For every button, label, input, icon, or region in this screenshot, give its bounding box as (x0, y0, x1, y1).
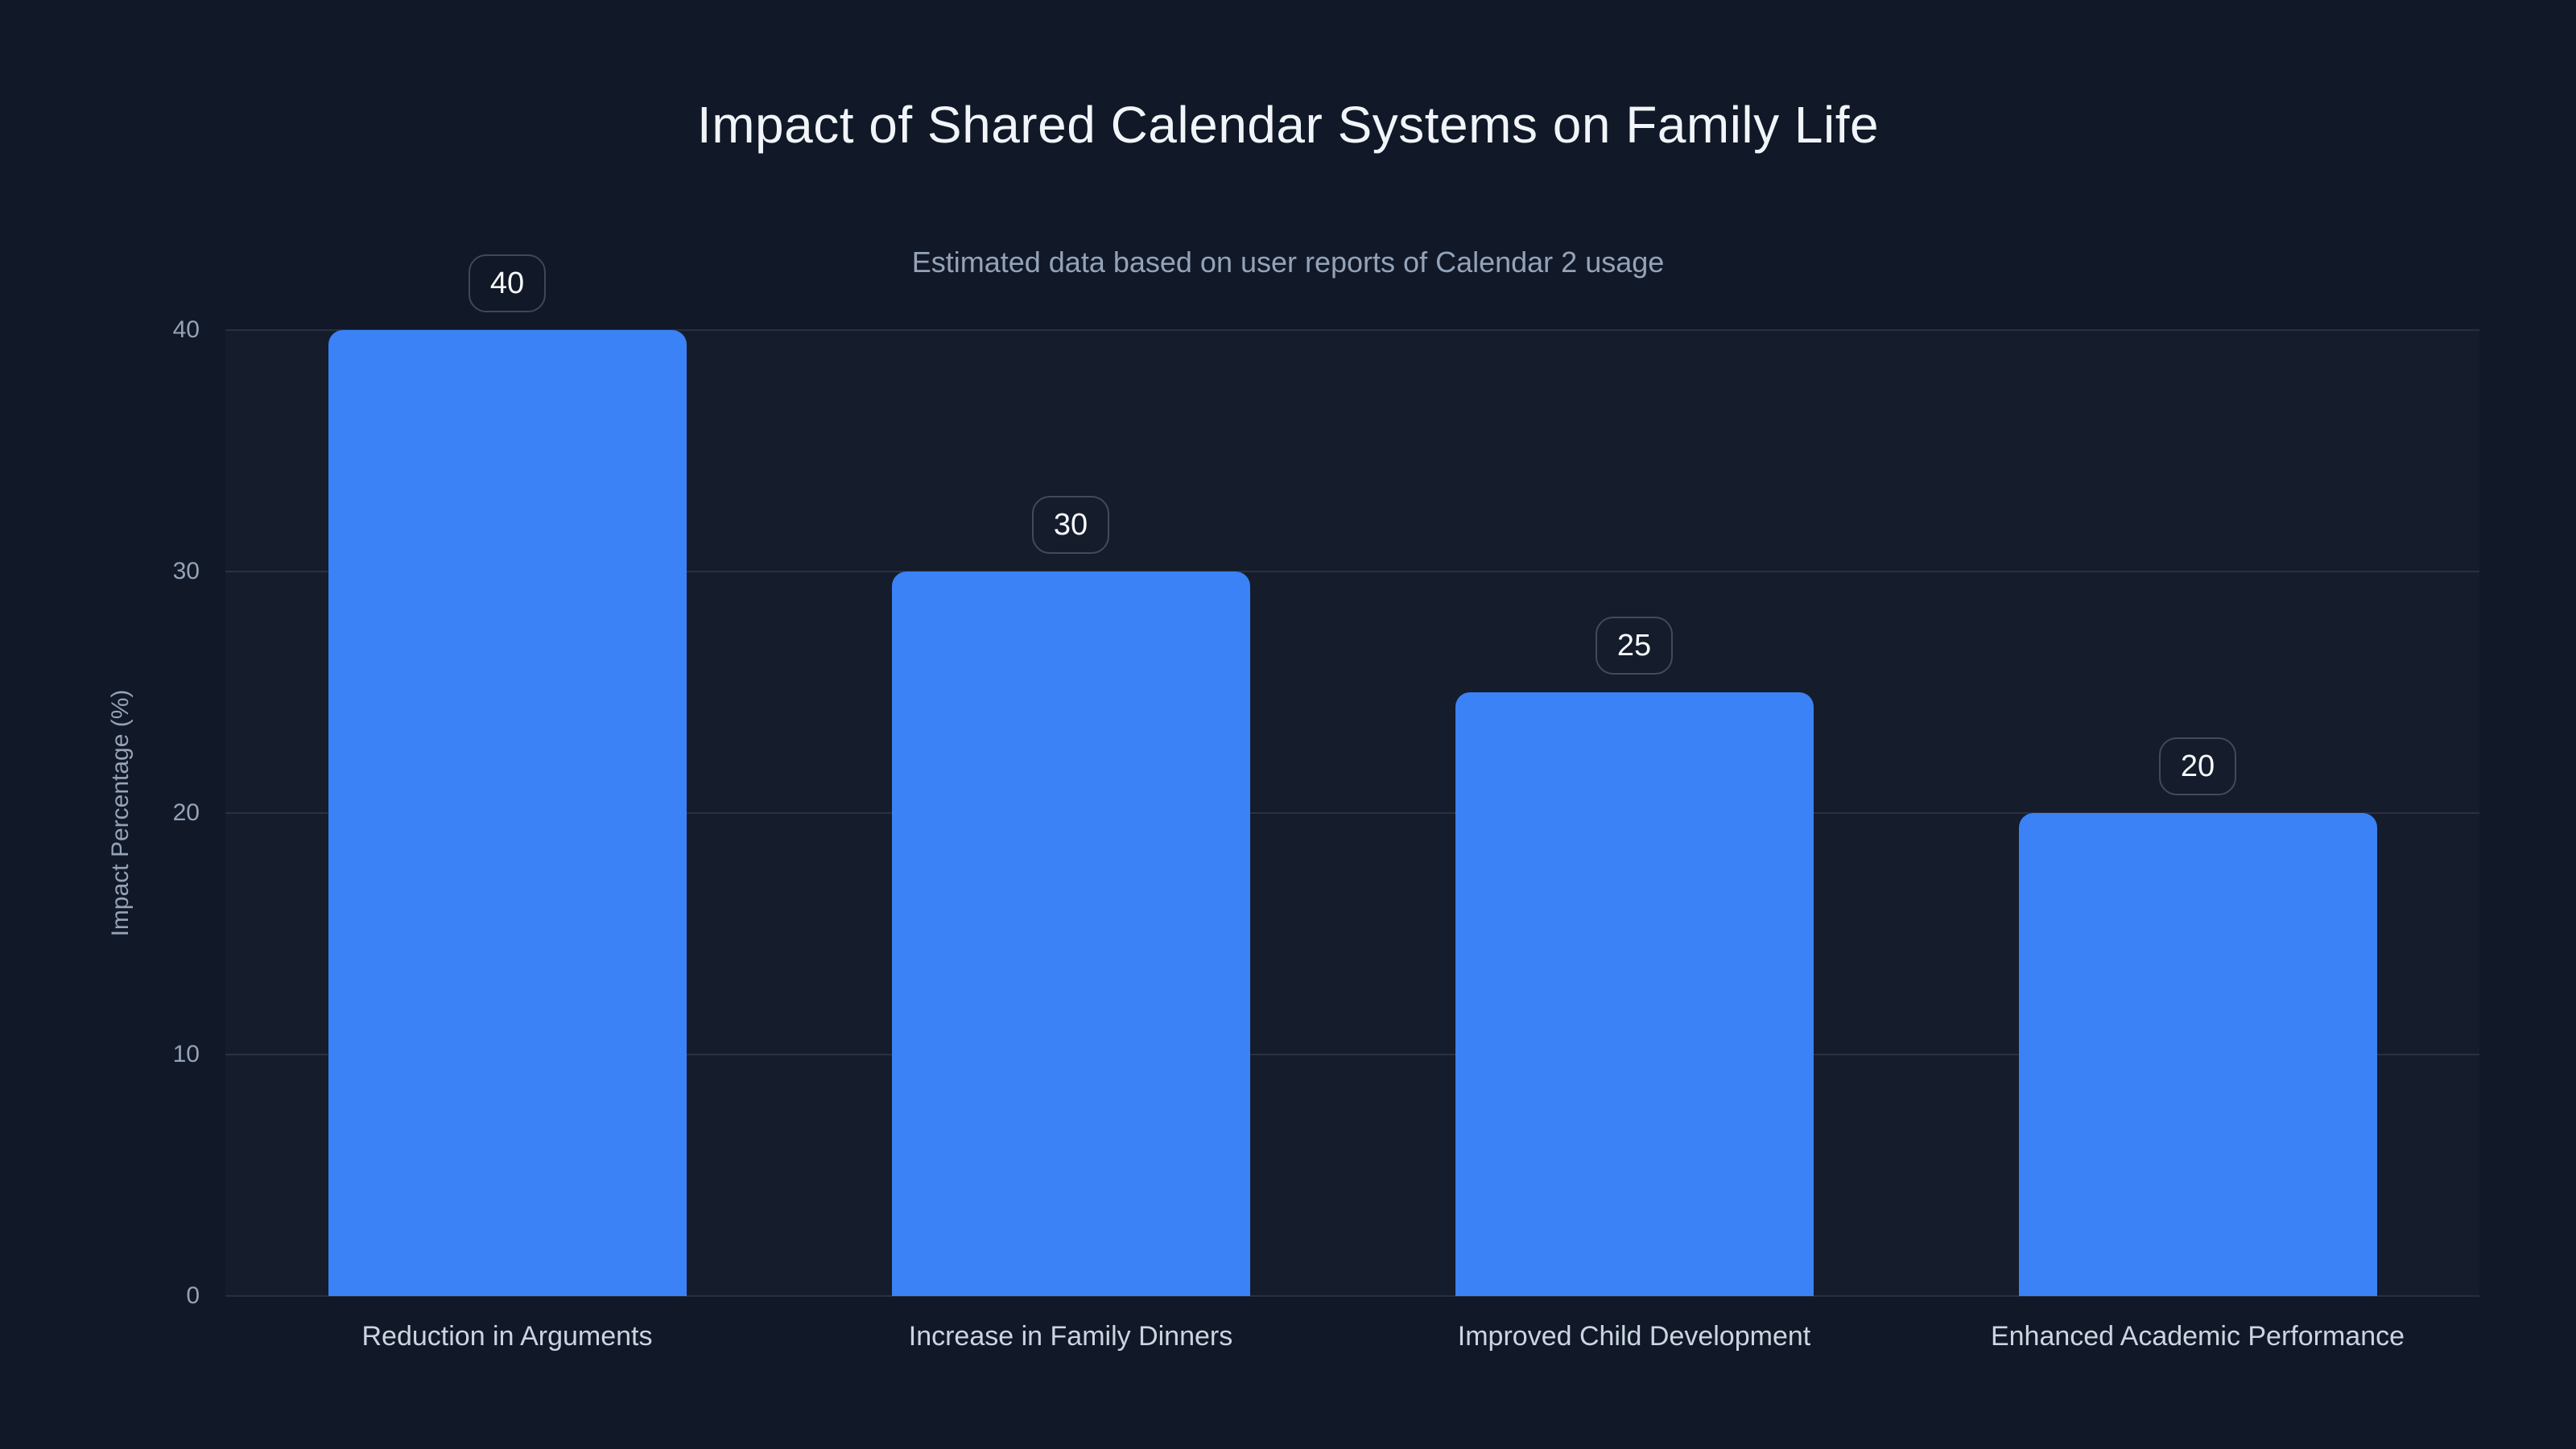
y-tick-label: 10 (172, 1041, 200, 1067)
value-badge: 25 (1596, 617, 1673, 675)
y-tick-label: 30 (172, 558, 200, 584)
x-axis-category-label: Improved Child Development (1457, 1321, 1811, 1352)
y-tick-label: 0 (186, 1282, 200, 1309)
gridline (225, 329, 2479, 331)
x-axis-category-label: Reduction in Arguments (361, 1321, 653, 1352)
value-badge: 30 (1032, 496, 1109, 554)
plot-area: 40 30 25 20 (225, 254, 2479, 1297)
bar[interactable] (2018, 813, 2377, 1296)
bar[interactable] (1455, 692, 1814, 1296)
gridline (225, 1295, 2479, 1297)
x-axis-category-label: Enhanced Academic Performance (1990, 1321, 2405, 1352)
chart-title: Impact of Shared Calendar Systems on Fam… (696, 96, 1880, 154)
bar[interactable] (891, 572, 1250, 1296)
value-badge: 40 (469, 254, 546, 312)
gridline (225, 571, 2479, 572)
bar[interactable] (328, 330, 687, 1296)
y-tick-label: 20 (172, 799, 200, 826)
value-badge: 20 (2159, 737, 2236, 795)
x-axis-category-label: Increase in Family Dinners (908, 1321, 1233, 1352)
chart-subtitle: Estimated data based on user reports of … (911, 246, 1665, 279)
gridline (225, 812, 2479, 814)
gridline (225, 1054, 2479, 1055)
y-tick-label: 40 (172, 316, 200, 343)
